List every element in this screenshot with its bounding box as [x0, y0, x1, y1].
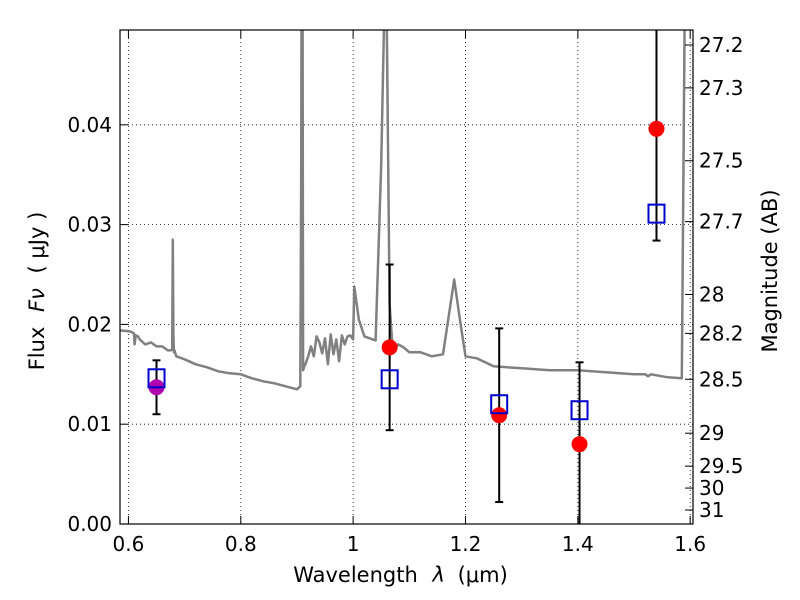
y-tick-label: 0.01: [67, 412, 112, 436]
observed-point: [381, 339, 398, 356]
observed-point: [648, 120, 665, 137]
y-axis-label-unit: ( μJy ): [25, 212, 49, 274]
x-axis-label-symbol: λ: [431, 563, 444, 587]
mag-tick-label: 31: [699, 498, 724, 522]
mag-tick-label: 27.5: [699, 149, 744, 173]
x-axis-label: Wavelength λ (μm): [293, 563, 508, 587]
x-tick-label: 1.4: [562, 532, 594, 556]
model-square-marker: [147, 368, 166, 389]
x-tick-label: 1.2: [450, 532, 482, 556]
mag-tick-label: 27.3: [699, 76, 744, 100]
model-square-marker: [570, 400, 589, 421]
y-axis-label: Flux Fν ( μJy ): [25, 212, 49, 371]
mag-tick-label: 28.5: [699, 367, 744, 391]
mag-tick-label: 30: [699, 476, 724, 500]
mag-tick-label: 29: [699, 421, 724, 445]
mag-tick-label: 27.7: [699, 210, 744, 234]
x-tick-label: 0.6: [113, 532, 145, 556]
x-tick-label: 0.8: [225, 532, 257, 556]
grid: [120, 30, 693, 525]
y-axis-label-symbol: Fν: [25, 288, 49, 312]
mag-tick-label: 28.2: [699, 321, 744, 345]
model-square-marker: [647, 203, 666, 224]
y-tick-label: 0.02: [67, 312, 112, 336]
x-tick-label: 1: [347, 532, 360, 556]
x-tick-label: 1.6: [674, 532, 706, 556]
observed-point: [491, 407, 508, 424]
y-axis-label-text: Flux: [25, 327, 49, 371]
axes: 0.6 0.8 1 1.2 1.4 1.6 0.00 0.01 0.02 0.03 0.04 27.2…: [67, 30, 744, 556]
x-axis-label-text: Wavelength: [293, 563, 418, 587]
model-square-marker: [380, 369, 399, 390]
y-tick-label: 0.00: [67, 512, 112, 536]
y-tick-label: 0.03: [67, 213, 112, 237]
y-tick-label: 0.04: [67, 113, 112, 137]
observed-point: [571, 436, 588, 453]
spectrum-line: [120, 30, 686, 391]
mag-tick-label: 28: [699, 282, 724, 306]
x-axis-label-unit: (μm): [458, 563, 508, 587]
y2-axis-label: Magnitude (AB): [758, 189, 782, 352]
model-square-marker: [490, 394, 509, 415]
mag-tick-label: 27.2: [699, 33, 744, 57]
plot-area: [120, 30, 686, 524]
mag-tick-label: 29.5: [699, 454, 744, 478]
plot-frame: [119, 29, 694, 525]
